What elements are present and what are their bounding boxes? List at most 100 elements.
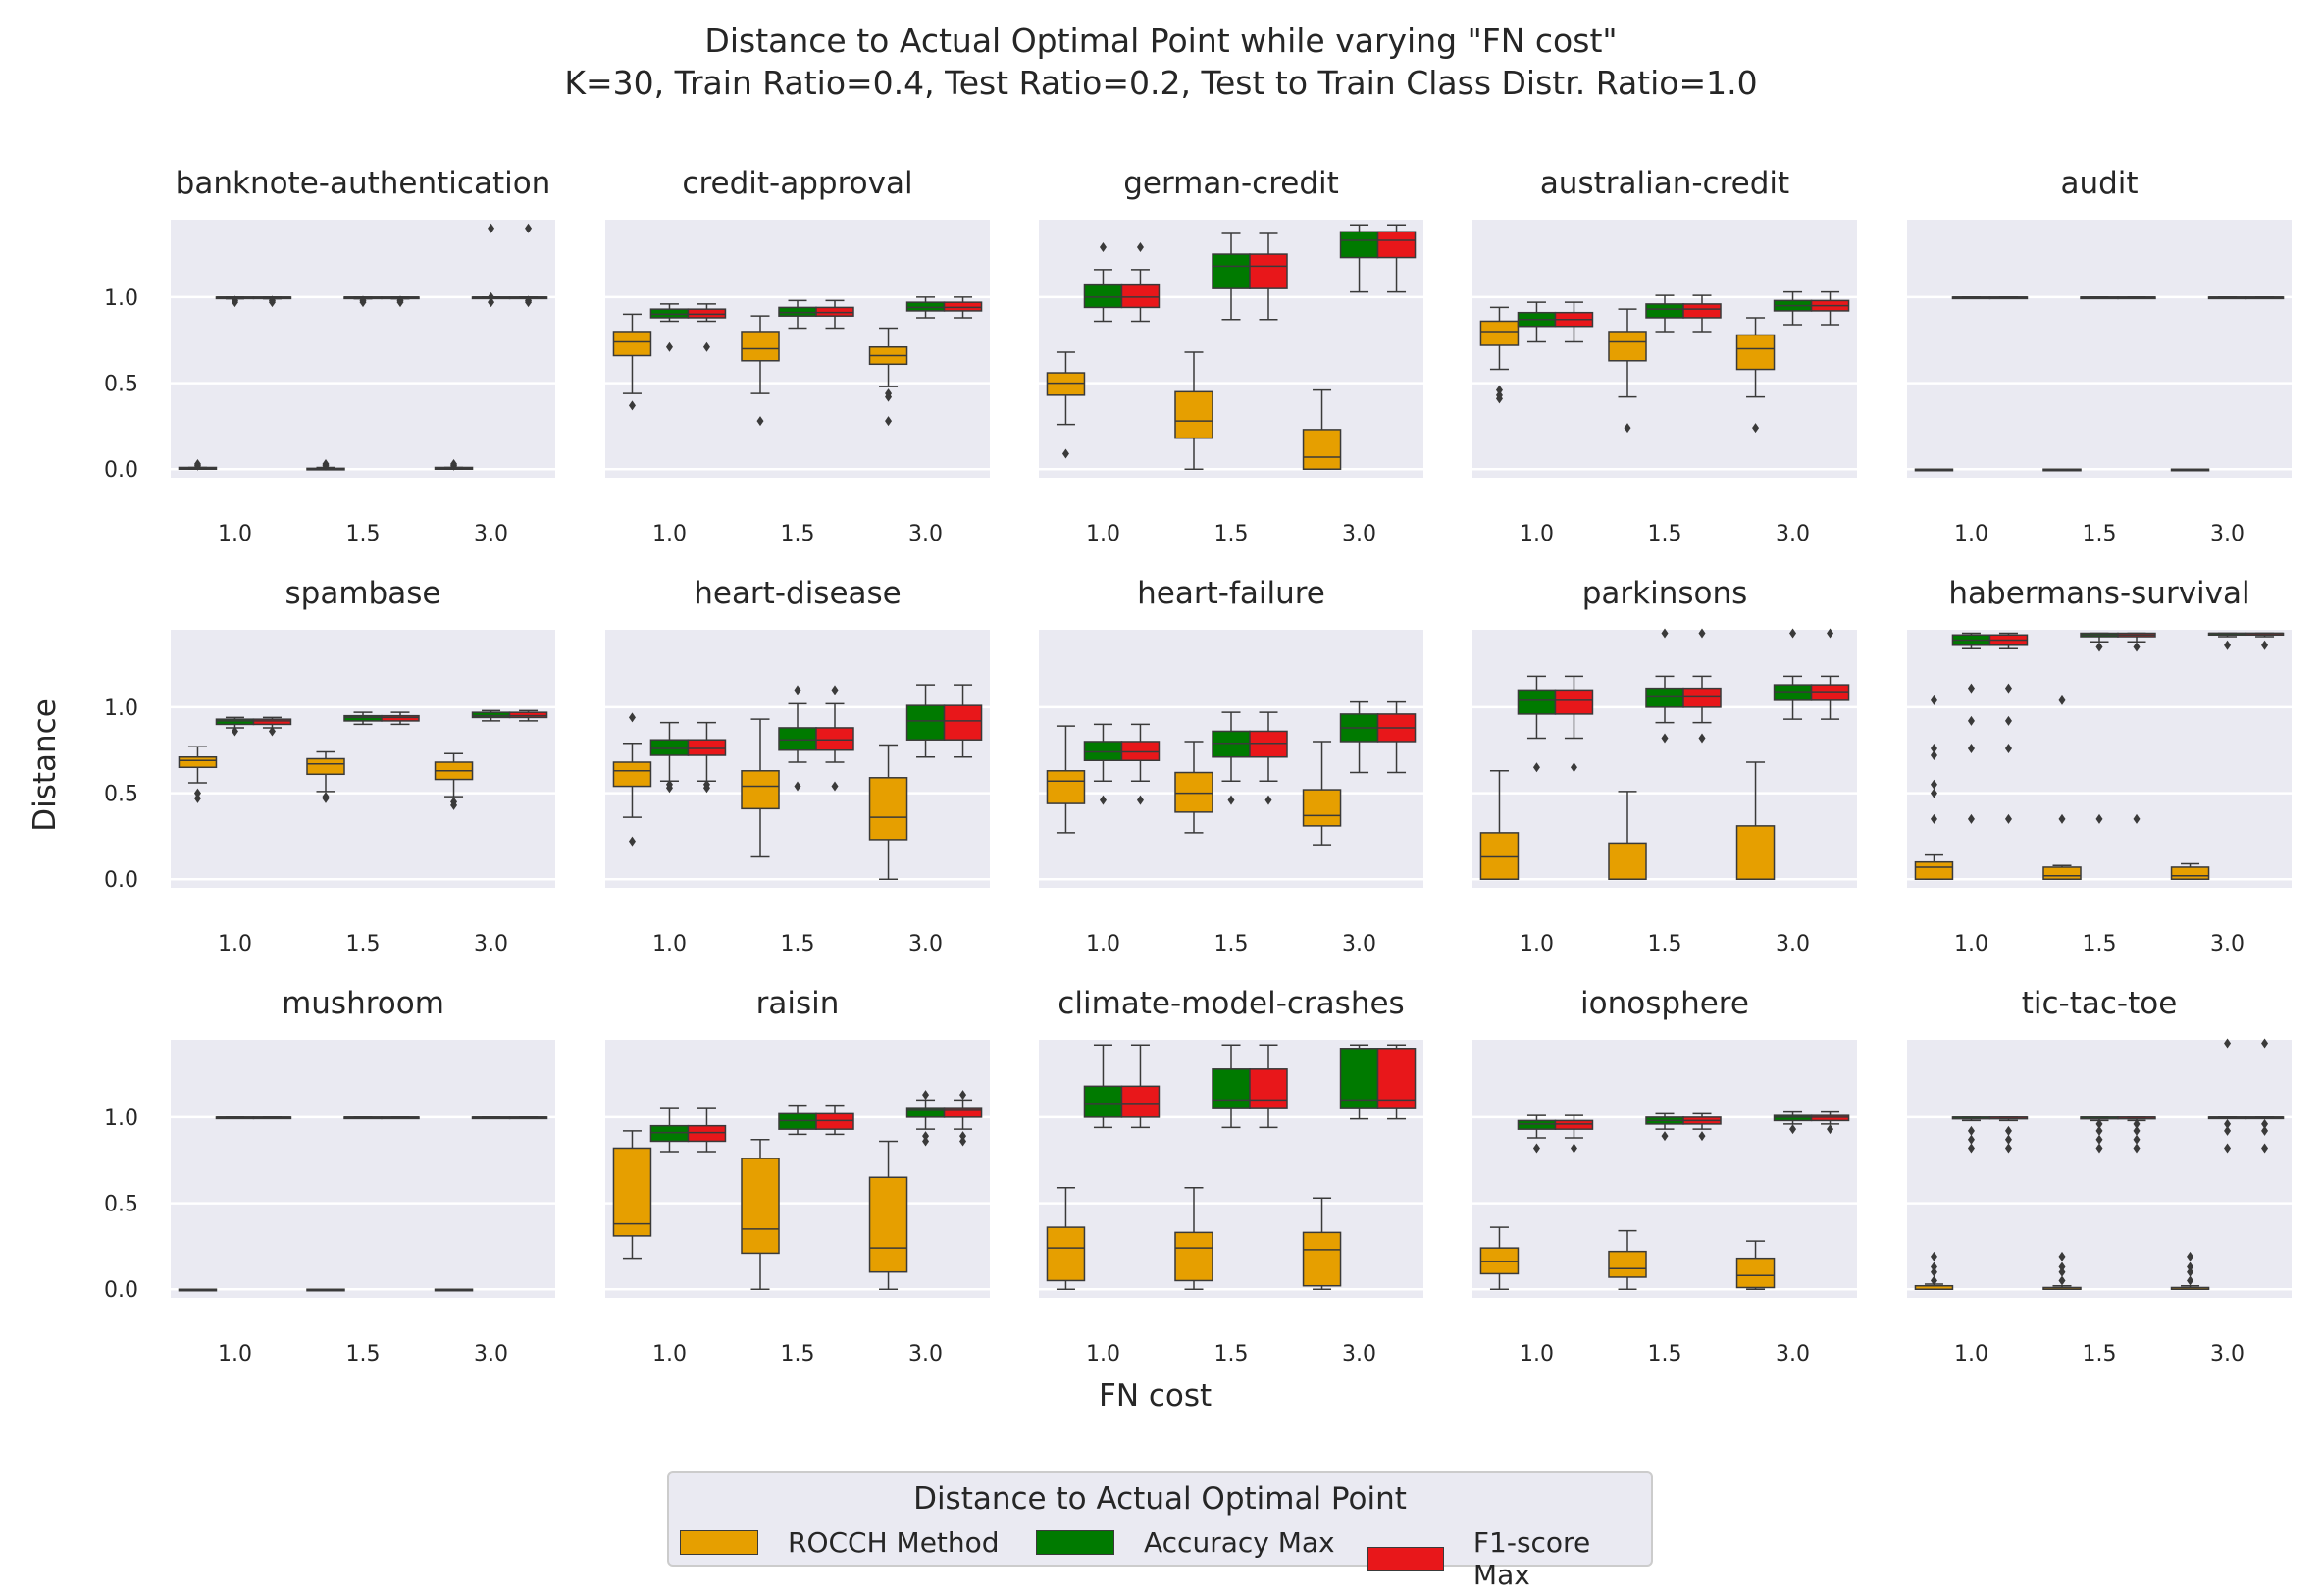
box-accuracy-max [1645,303,1684,319]
panel-parkinsons: parkinsons 1.0 1.5 3.0 [1472,576,1857,956]
x-tick-label: 1.5 [1648,1342,1682,1366]
outlier-point [1967,1125,1975,1136]
x-tick-label: 3.0 [908,932,943,956]
outlier-point [2095,1134,2103,1145]
x-tick-label: 1.0 [652,1342,687,1366]
box-f1-score-max [1682,687,1722,708]
x-tick-label: 3.0 [908,522,943,546]
x-tick-label: 1.0 [1520,932,1554,956]
x-tick-label: 1.5 [781,522,815,546]
outlier-point [1698,1131,1706,1142]
outlier-point [193,458,201,469]
outlier-point [2133,1134,2141,1145]
panel-title: heart-disease [694,576,902,611]
box-accuracy-max [778,727,817,751]
panel-background [605,220,990,478]
x-axis-title: FN cost [1099,1378,1213,1414]
legend-item-f1: F1-score Max [1367,1526,1651,1591]
outlier-point [488,223,495,233]
x-tick-label: 1.0 [1520,522,1554,546]
box-rocch-method [741,1158,780,1255]
panel-banknote-authentication: 0.0 0.5 1.0 banknote-authentication 1.0 1.5 3.… [104,166,555,546]
outlier-point [2004,1125,2012,1136]
box-f1-score-max [687,308,727,319]
box-f1-score-max [687,739,727,756]
legend-label-f1: F1-score Max [1472,1526,1591,1591]
x-tick-label: 1.0 [218,522,252,546]
x-tick-label: 3.0 [474,932,508,956]
panel-climate-model-crashes: climate-model-crashes 1.0 1.5 3.0 [1039,986,1423,1366]
outlier-point [1136,795,1144,805]
box-rocch-method [1302,1231,1342,1287]
x-tick-label: 1.0 [1954,1342,1988,1366]
y-tick-label: 0.5 [104,783,138,807]
outlier-point [231,726,238,737]
outlier-point [2095,642,2103,652]
panel-title: spambase [285,576,441,611]
outlier-point [2004,683,2012,694]
panel-title: australian-credit [1540,166,1789,201]
x-tick-label: 1.5 [346,932,381,956]
outlier-point [665,779,673,790]
box-accuracy-max [1339,231,1379,259]
outlier-point [1698,628,1706,639]
outlier-point [2058,1266,2066,1277]
box-f1-score-max [1810,1114,1850,1122]
box-f1-score-max [1120,741,1161,762]
panel-title: heart-failure [1137,576,1325,611]
x-tick-label: 1.0 [652,522,687,546]
box-rocch-method [1735,1257,1776,1289]
outlier-point [322,792,330,802]
box-accuracy-max [649,308,690,319]
panel-mushroom: 0.0 0.5 1.0 mushroom 1.0 1.5 3.0 [104,986,555,1366]
outlier-point [959,1090,967,1101]
legend-item-rocch: ROCCH Method [680,1526,1000,1559]
box-accuracy-max [1212,1068,1251,1109]
box-f1-score-max [252,718,292,726]
outlier-point [2224,1118,2232,1129]
outlier-point [1661,1131,1669,1142]
outlier-point [885,416,893,427]
box-rocch-method [2042,866,2082,880]
outlier-point [525,223,533,233]
box-rocch-method [1302,429,1342,470]
legend-label-rocch: ROCCH Method [788,1526,1000,1559]
outlier-point [1967,813,1975,824]
outlier-point [1661,628,1669,639]
panel-credit-approval: credit-approval 1.0 1.5 3.0 [605,166,990,546]
box-f1-score-max [1376,1048,1417,1109]
panel-background [1472,220,1857,478]
box-accuracy-max [778,306,817,317]
panel-title: tic-tac-toe [2022,986,2178,1021]
outlier-point [1495,385,1503,395]
box-f1-score-max [1376,231,1417,259]
outlier-point [2004,715,2012,726]
x-tick-label: 1.5 [346,1342,381,1366]
y-tick-label: 0.0 [104,1278,138,1303]
outlier-point [1698,733,1706,744]
outlier-point [922,1131,930,1142]
outlier-point [1930,695,1937,705]
outlier-point [2133,1125,2141,1136]
outlier-point [1532,1143,1540,1154]
outlier-point [2261,1125,2269,1136]
outlier-point [1930,743,1937,753]
x-tick-label: 3.0 [1342,522,1376,546]
box-rocch-method [1046,770,1086,804]
box-f1-score-max [508,711,548,719]
outlier-point [268,295,276,306]
box-rocch-method [612,761,652,788]
box-rocch-method [741,770,780,810]
panel-australian-credit: australian-credit 1.0 1.5 3.0 [1472,166,1857,546]
outlier-point [2058,1261,2066,1272]
outlier-point [831,685,839,695]
box-rocch-method [741,331,780,362]
legend: Distance to Actual Optimal Point ROCCH M… [667,1471,1653,1591]
outlier-point [1661,733,1669,744]
box-rocch-method [1479,320,1520,346]
y-tick-label: 1.0 [104,1107,138,1131]
panel-background [171,630,555,888]
panel-german-credit: german-credit 1.0 1.5 3.0 [1039,166,1423,546]
outlier-point [359,295,367,306]
outlier-point [831,781,839,792]
